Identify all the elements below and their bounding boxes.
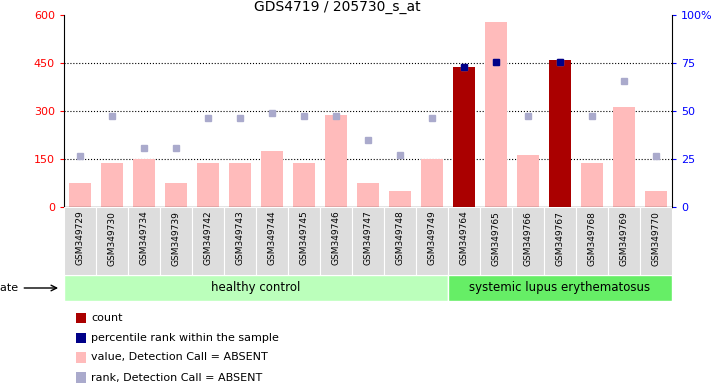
Bar xyxy=(288,207,320,275)
Bar xyxy=(256,207,288,275)
Bar xyxy=(101,162,123,207)
Text: value, Detection Call = ABSENT: value, Detection Call = ABSENT xyxy=(91,353,268,362)
Bar xyxy=(613,107,635,207)
Text: count: count xyxy=(91,313,123,323)
Bar xyxy=(517,155,539,207)
Bar xyxy=(320,207,352,275)
Bar xyxy=(64,207,96,275)
Bar xyxy=(448,207,480,275)
Bar xyxy=(192,207,224,275)
Bar xyxy=(608,207,640,275)
Text: GSM349748: GSM349748 xyxy=(395,211,405,265)
Bar xyxy=(448,275,672,301)
Text: GSM349768: GSM349768 xyxy=(587,211,597,266)
Text: systemic lupus erythematosus: systemic lupus erythematosus xyxy=(469,281,651,295)
Text: GSM349765: GSM349765 xyxy=(491,211,501,266)
Bar xyxy=(453,66,475,207)
Bar xyxy=(576,207,608,275)
Bar xyxy=(352,207,384,275)
Bar xyxy=(128,207,160,275)
Text: GSM349739: GSM349739 xyxy=(171,211,181,266)
Bar xyxy=(485,22,507,207)
Text: rank, Detection Call = ABSENT: rank, Detection Call = ABSENT xyxy=(91,372,262,382)
Text: GSM349730: GSM349730 xyxy=(107,211,117,266)
Bar xyxy=(480,207,512,275)
Bar xyxy=(640,207,672,275)
Bar xyxy=(165,184,187,207)
Bar xyxy=(384,207,416,275)
Bar xyxy=(581,162,603,207)
Text: GSM349764: GSM349764 xyxy=(459,211,469,265)
Text: GSM349734: GSM349734 xyxy=(139,211,149,265)
Bar xyxy=(549,60,571,207)
Text: disease state: disease state xyxy=(0,283,18,293)
Text: GSM349766: GSM349766 xyxy=(523,211,533,266)
Bar xyxy=(549,60,571,207)
Text: healthy control: healthy control xyxy=(211,281,301,295)
Text: GSM349743: GSM349743 xyxy=(235,211,245,265)
Text: GSM349769: GSM349769 xyxy=(619,211,629,266)
Bar xyxy=(69,184,91,207)
Bar xyxy=(544,207,576,275)
Bar xyxy=(512,207,544,275)
Text: GSM349767: GSM349767 xyxy=(555,211,565,266)
Text: GSM349742: GSM349742 xyxy=(203,211,213,265)
Bar xyxy=(325,114,347,207)
Bar xyxy=(76,333,86,343)
Title: GDS4719 / 205730_s_at: GDS4719 / 205730_s_at xyxy=(255,0,421,14)
Bar xyxy=(416,207,448,275)
Text: GSM349746: GSM349746 xyxy=(331,211,341,265)
Bar xyxy=(261,151,283,207)
Bar xyxy=(76,372,86,383)
Text: percentile rank within the sample: percentile rank within the sample xyxy=(91,333,279,343)
Bar xyxy=(645,191,667,207)
Bar xyxy=(76,313,86,323)
Bar xyxy=(160,207,192,275)
Text: GSM349747: GSM349747 xyxy=(363,211,373,265)
Bar xyxy=(64,275,448,301)
Bar xyxy=(96,207,128,275)
Bar xyxy=(229,162,251,207)
Bar xyxy=(293,162,315,207)
Bar xyxy=(197,162,219,207)
Bar xyxy=(389,191,411,207)
Bar xyxy=(421,159,443,207)
Text: GSM349729: GSM349729 xyxy=(75,211,85,265)
Bar xyxy=(453,66,475,207)
Bar xyxy=(76,352,86,362)
Bar xyxy=(224,207,256,275)
Text: GSM349749: GSM349749 xyxy=(427,211,437,265)
Text: GSM349770: GSM349770 xyxy=(651,211,661,266)
Text: GSM349744: GSM349744 xyxy=(267,211,277,265)
Bar xyxy=(133,159,155,207)
Text: GSM349745: GSM349745 xyxy=(299,211,309,265)
Bar xyxy=(357,184,379,207)
